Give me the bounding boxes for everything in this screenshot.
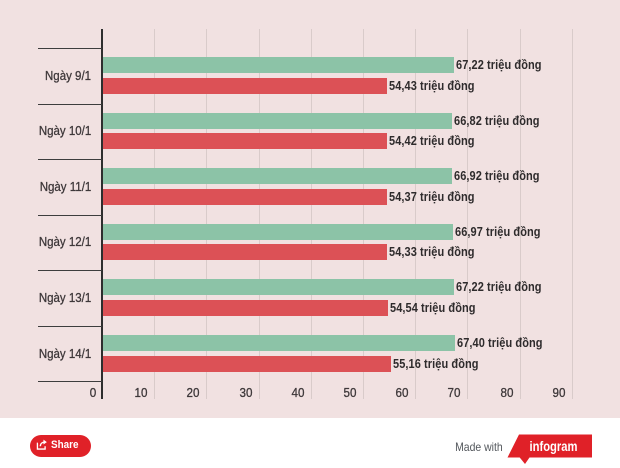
svg-text:infogram: infogram <box>530 438 578 454</box>
